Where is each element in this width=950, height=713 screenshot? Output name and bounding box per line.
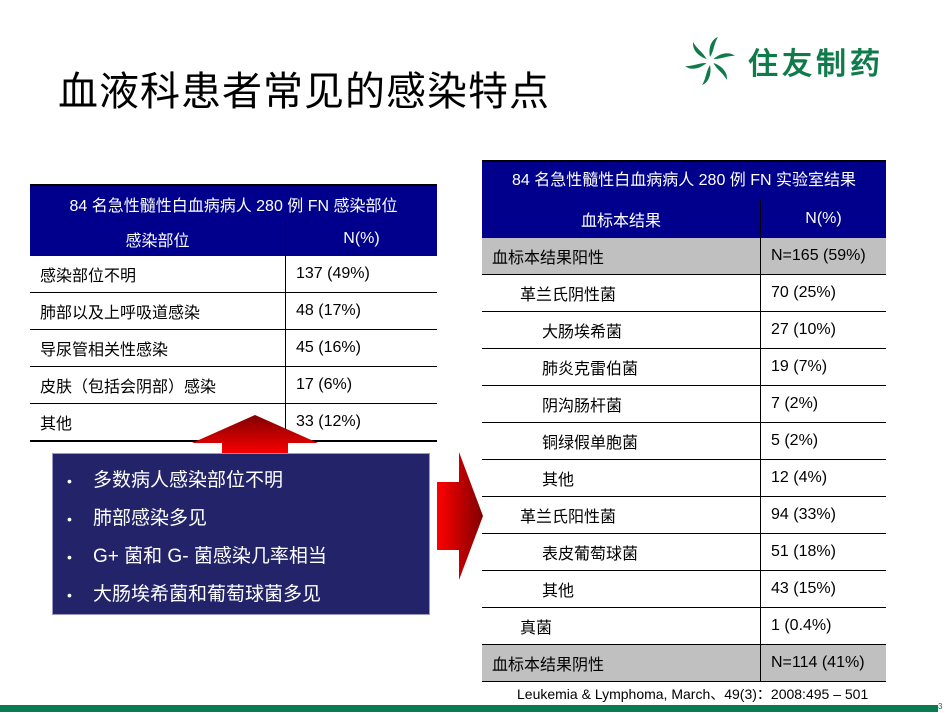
table-row: 肺炎克雷伯菌 19 (7%) xyxy=(482,348,886,386)
pinwheel-logo-icon xyxy=(685,37,735,85)
table-row: 肺部以及上呼吸道感染 48 (17%) xyxy=(30,292,437,330)
value-cell: 27 (10%) xyxy=(760,311,886,349)
label-cell: 血标本结果阳性 xyxy=(482,238,761,275)
bullet-icon: • xyxy=(67,587,72,603)
table-row: 阴沟肠杆菌 7 (2%) xyxy=(482,385,886,423)
column-header-n: N(%) xyxy=(760,200,886,238)
label-cell: 其他 xyxy=(482,570,761,608)
table-row: 大肠埃希菌 27 (10%) xyxy=(482,311,886,349)
label-cell: 大肠埃希菌 xyxy=(482,311,761,349)
summary-item: • 肺部感染多见 xyxy=(67,504,429,542)
summary-item: • 大肠埃希菌和葡萄球菌多见 xyxy=(67,580,429,618)
value-cell: 7 (2%) xyxy=(760,385,886,423)
arrow-right-icon xyxy=(437,452,483,580)
column-header-n: N(%) xyxy=(285,221,437,256)
table-row: 皮肤（包括会阴部）感染 17 (6%) xyxy=(30,366,437,404)
value-cell: N=165 (59%) xyxy=(760,238,886,275)
label-cell: 其他 xyxy=(482,459,761,497)
bullet-icon: • xyxy=(67,511,72,527)
label-cell: 肺炎克雷伯菌 xyxy=(482,348,761,386)
value-cell: 137 (49%) xyxy=(285,256,437,293)
table-row: 其他 12 (4%) xyxy=(482,459,886,497)
site-cell: 皮肤（包括会阴部）感染 xyxy=(30,366,286,404)
arrow-up-icon xyxy=(192,415,318,455)
infection-site-table: 84 名急性髓性白血病病人 280 例 FN 感染部位 感染部位 N(%) 感染… xyxy=(30,184,437,442)
value-cell: N=114 (41%) xyxy=(760,644,886,682)
table-row: 革兰氏阳性菌 94 (33%) xyxy=(482,496,886,534)
table-row: 导尿管相关性感染 45 (16%) xyxy=(30,329,437,367)
value-cell: 45 (16%) xyxy=(285,329,437,367)
value-cell: 12 (4%) xyxy=(760,459,886,497)
value-cell: 94 (33%) xyxy=(760,496,886,534)
table-title: 84 名急性髓性白血病病人 280 例 FN 实验室结果 xyxy=(482,160,886,200)
label-cell: 革兰氏阴性菌 xyxy=(482,274,761,312)
table-title: 84 名急性髓性白血病病人 280 例 FN 感染部位 xyxy=(30,184,437,221)
label-cell: 铜绿假单胞菌 xyxy=(482,422,761,460)
value-cell: 48 (17%) xyxy=(285,292,437,330)
value-cell: 5 (2%) xyxy=(760,422,886,460)
table-row: 感染部位不明 137 (49%) xyxy=(30,256,437,293)
table-row: 革兰氏阴性菌 70 (25%) xyxy=(482,274,886,312)
table-row: 血标本结果阴性 N=114 (41%) xyxy=(482,644,886,682)
value-cell: 33 (12%) xyxy=(285,403,437,442)
table-row: 血标本结果阳性 N=165 (59%) xyxy=(482,238,886,275)
value-cell: 19 (7%) xyxy=(760,348,886,386)
logo-text: 住友制药 xyxy=(748,47,884,82)
value-cell: 1 (0.4%) xyxy=(760,607,886,645)
summary-box: • 多数病人感染部位不明 • 肺部感染多见 • G+ 菌和 G- 菌感染几率相当 • 大… xyxy=(52,453,430,615)
label-cell: 阴沟肠杆菌 xyxy=(482,385,761,423)
company-logo: 住友制药 xyxy=(682,36,884,86)
citation: Leukemia & Lymphoma, March、49(3)：2008:49… xyxy=(517,686,869,702)
value-cell: 17 (6%) xyxy=(285,366,437,404)
footer-bar xyxy=(0,705,938,712)
value-cell: 51 (18%) xyxy=(760,533,886,571)
lab-result-table: 84 名急性髓性白血病病人 280 例 FN 实验室结果 血标本结果 N(%) … xyxy=(482,160,886,682)
label-cell: 真菌 xyxy=(482,607,761,645)
site-cell: 感染部位不明 xyxy=(30,256,286,293)
label-cell: 表皮葡萄球菌 xyxy=(482,533,761,571)
table-row: 真菌 1 (0.4%) xyxy=(482,607,886,645)
table-row: 铜绿假单胞菌 5 (2%) xyxy=(482,422,886,460)
column-header-site: 感染部位 xyxy=(30,221,286,256)
value-cell: 43 (15%) xyxy=(760,570,886,608)
page-number: 3 xyxy=(938,702,943,711)
table-row: 其他 43 (15%) xyxy=(482,570,886,608)
slide-title: 血液科患者常见的感染特点 xyxy=(58,69,550,115)
column-header-result: 血标本结果 xyxy=(482,200,761,238)
table-row: 表皮葡萄球菌 51 (18%) xyxy=(482,533,886,571)
bullet-icon: • xyxy=(67,473,72,489)
site-cell: 导尿管相关性感染 xyxy=(30,329,286,367)
value-cell: 70 (25%) xyxy=(760,274,886,312)
site-cell: 肺部以及上呼吸道感染 xyxy=(30,292,286,330)
summary-item: • 多数病人感染部位不明 xyxy=(67,466,429,504)
label-cell: 血标本结果阴性 xyxy=(482,644,761,682)
bullet-icon: • xyxy=(67,549,72,565)
summary-item: • G+ 菌和 G- 菌感染几率相当 xyxy=(67,542,429,580)
label-cell: 革兰氏阳性菌 xyxy=(482,496,761,534)
